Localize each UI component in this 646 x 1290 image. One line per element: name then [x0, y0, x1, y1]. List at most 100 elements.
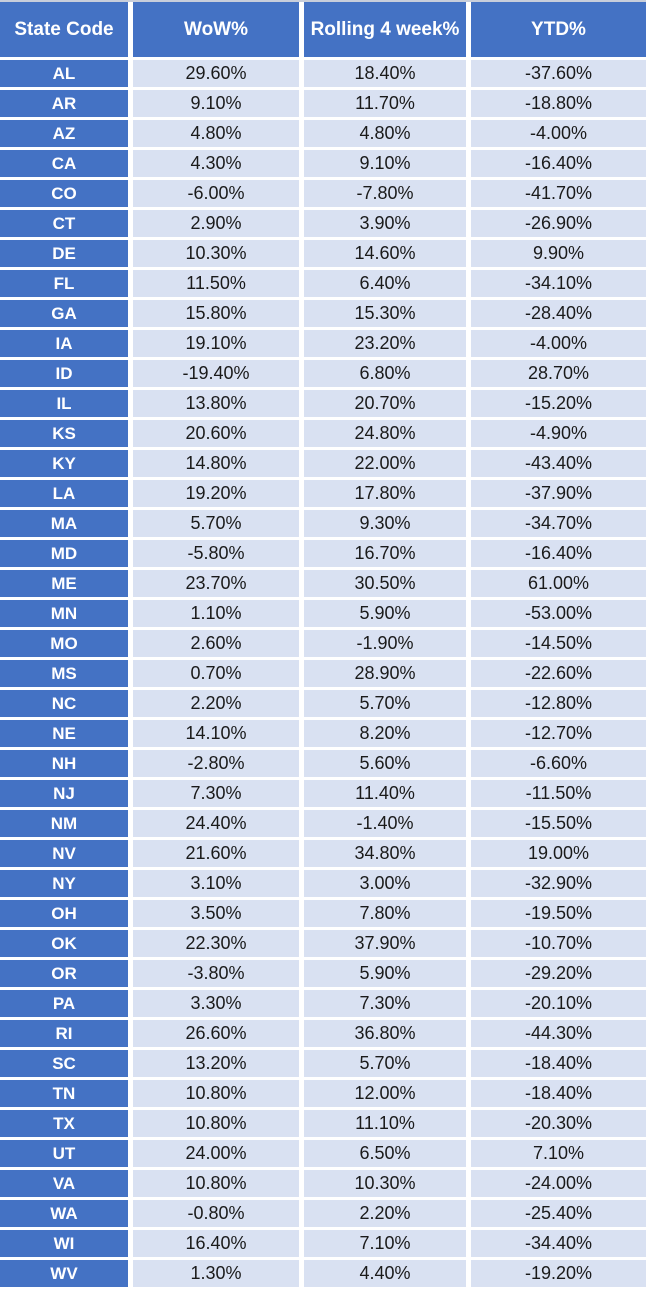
ytd-value-cell: -15.50% [471, 810, 646, 837]
state-code-cell: MD [0, 540, 128, 567]
ytd-value-cell: -24.00% [471, 1170, 646, 1197]
state-code-cell: NH [0, 750, 128, 777]
ytd-value-cell: -11.50% [471, 780, 646, 807]
ytd-value-cell: -18.40% [471, 1050, 646, 1077]
rolling-4-week-value-cell: 5.60% [304, 750, 466, 777]
wow-value-cell: 11.50% [133, 270, 299, 297]
state-code-cell: MS [0, 660, 128, 687]
ytd-value-cell: -12.70% [471, 720, 646, 747]
wow-value-cell: 2.20% [133, 690, 299, 717]
rolling-4-week-value-cell: -1.40% [304, 810, 466, 837]
wow-value-cell: 4.80% [133, 120, 299, 147]
rolling-4-week-value-cell: 20.70% [304, 390, 466, 417]
ytd-value-cell: -34.70% [471, 510, 646, 537]
wow-value-cell: 20.60% [133, 420, 299, 447]
ytd-value-cell: 19.00% [471, 840, 646, 867]
ytd-value-cell: -20.10% [471, 990, 646, 1017]
ytd-value-cell: -14.50% [471, 630, 646, 657]
state-code-cell: UT [0, 1140, 128, 1167]
rolling-4-week-value-cell: 23.20% [304, 330, 466, 357]
state-code-cell: ID [0, 360, 128, 387]
state-code-cell: OH [0, 900, 128, 927]
wow-value-cell: -6.00% [133, 180, 299, 207]
wow-value-cell: 13.80% [133, 390, 299, 417]
ytd-value-cell: -20.30% [471, 1110, 646, 1137]
wow-value-cell: 4.30% [133, 150, 299, 177]
wow-value-cell: 13.20% [133, 1050, 299, 1077]
wow-value-cell: 29.60% [133, 60, 299, 87]
ytd-value-cell: 28.70% [471, 360, 646, 387]
rolling-4-week-value-cell: 2.20% [304, 1200, 466, 1227]
ytd-value-cell: -16.40% [471, 540, 646, 567]
state-code-cell: WI [0, 1230, 128, 1257]
ytd-value-cell: -25.40% [471, 1200, 646, 1227]
ytd-value-cell: -4.00% [471, 330, 646, 357]
state-code-cell: MA [0, 510, 128, 537]
ytd-value-cell: -16.40% [471, 150, 646, 177]
state-code-cell: TN [0, 1080, 128, 1107]
state-code-cell: SC [0, 1050, 128, 1077]
table-top-edge [0, 0, 646, 2]
rolling-4-week-value-cell: 5.70% [304, 1050, 466, 1077]
ytd-value-cell: -28.40% [471, 300, 646, 327]
ytd-value-cell: 9.90% [471, 240, 646, 267]
wow-value-cell: 19.20% [133, 480, 299, 507]
state-code-cell: AZ [0, 120, 128, 147]
state-code-cell: OR [0, 960, 128, 987]
state-code-cell: NJ [0, 780, 128, 807]
state-code-cell: NY [0, 870, 128, 897]
state-code-cell: TX [0, 1110, 128, 1137]
state-code-cell: ME [0, 570, 128, 597]
ytd-value-cell: -10.70% [471, 930, 646, 957]
wow-value-cell: -0.80% [133, 1200, 299, 1227]
state-code-cell: KY [0, 450, 128, 477]
wow-value-cell: 7.30% [133, 780, 299, 807]
state-code-cell: IA [0, 330, 128, 357]
state-code-cell: PA [0, 990, 128, 1017]
wow-value-cell: 3.10% [133, 870, 299, 897]
ytd-value-cell: -4.90% [471, 420, 646, 447]
rolling-4-week-value-cell: 11.40% [304, 780, 466, 807]
wow-value-cell: 14.10% [133, 720, 299, 747]
wow-value-cell: 1.30% [133, 1260, 299, 1287]
rolling-4-week-value-cell: 34.80% [304, 840, 466, 867]
rolling-4-week-value-cell: 7.30% [304, 990, 466, 1017]
state-code-cell: LA [0, 480, 128, 507]
rolling-4-week-value-cell: 9.30% [304, 510, 466, 537]
ytd-value-cell: -32.90% [471, 870, 646, 897]
ytd-value-cell: -22.60% [471, 660, 646, 687]
wow-value-cell: 22.30% [133, 930, 299, 957]
rolling-4-week-value-cell: 36.80% [304, 1020, 466, 1047]
wow-value-cell: 2.90% [133, 210, 299, 237]
state-code-cell: AR [0, 90, 128, 117]
state-code-cell: NC [0, 690, 128, 717]
rolling-4-week-value-cell: 28.90% [304, 660, 466, 687]
ytd-value-cell: -34.40% [471, 1230, 646, 1257]
state-code-cell: RI [0, 1020, 128, 1047]
state-code-cell: MO [0, 630, 128, 657]
rolling-4-week-value-cell: 10.30% [304, 1170, 466, 1197]
wow-value-cell: 10.30% [133, 240, 299, 267]
ytd-value-cell: -12.80% [471, 690, 646, 717]
state-code-cell: CO [0, 180, 128, 207]
wow-value-cell: 10.80% [133, 1110, 299, 1137]
rolling-4-week-value-cell: 3.90% [304, 210, 466, 237]
ytd-value-cell: 7.10% [471, 1140, 646, 1167]
rolling-4-week-value-cell: 22.00% [304, 450, 466, 477]
wow-value-cell: 16.40% [133, 1230, 299, 1257]
state-code-cell: OK [0, 930, 128, 957]
column-header-rolling-4-week: Rolling 4 week% [304, 2, 466, 57]
ytd-value-cell: -29.20% [471, 960, 646, 987]
ytd-value-cell: -41.70% [471, 180, 646, 207]
rolling-4-week-value-cell: 30.50% [304, 570, 466, 597]
rolling-4-week-value-cell: 6.50% [304, 1140, 466, 1167]
ytd-value-cell: -37.90% [471, 480, 646, 507]
ytd-value-cell: -34.10% [471, 270, 646, 297]
ytd-value-cell: -26.90% [471, 210, 646, 237]
wow-value-cell: 24.00% [133, 1140, 299, 1167]
wow-value-cell: 0.70% [133, 660, 299, 687]
rolling-4-week-value-cell: 37.90% [304, 930, 466, 957]
ytd-value-cell: -19.20% [471, 1260, 646, 1287]
wow-value-cell: 2.60% [133, 630, 299, 657]
